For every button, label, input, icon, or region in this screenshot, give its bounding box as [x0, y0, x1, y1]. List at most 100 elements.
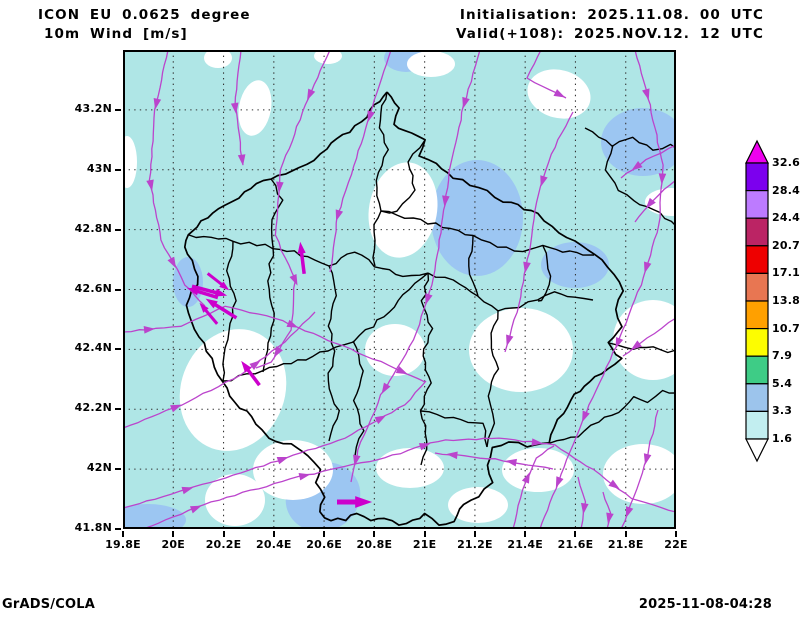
x-axis-label: 20E: [161, 538, 185, 551]
field-title: 10m Wind [m/s]: [44, 26, 188, 42]
streamline-arrowhead: [462, 96, 470, 109]
streamline-19: [123, 305, 426, 383]
x-axis-tick: [574, 531, 577, 537]
x-axis-tick: [323, 531, 326, 537]
y-axis-label: 43N: [86, 161, 112, 175]
streamline-arrowhead: [353, 454, 361, 467]
x-axis-label: 19.8E: [105, 538, 141, 551]
district-border-20: [549, 389, 676, 444]
bold-wind-arrows: [186, 241, 373, 508]
streamline-arrowhead: [214, 288, 228, 297]
colorbar-canvas: [745, 139, 769, 463]
streamline-arrowhead: [189, 505, 202, 514]
shade-below-1.6-blob-8: [368, 162, 438, 258]
streamline-arrowhead: [625, 506, 634, 518]
streamline-arrowhead: [153, 97, 162, 110]
streamline-9: [634, 179, 676, 223]
colorbar-segment-7: [745, 355, 769, 385]
district-border-18: [584, 127, 676, 151]
streamline-5: [526, 50, 567, 99]
streamline-10: [123, 311, 316, 429]
streamline-arrowhead: [580, 502, 589, 515]
shade-below-1.6-blob-3: [407, 51, 455, 77]
streamline-arrowhead: [230, 102, 239, 115]
streamline-arrowhead: [367, 110, 375, 123]
streamline-arrowhead: [606, 512, 614, 525]
streamline-arrowhead: [521, 471, 530, 484]
map-plot-area: [123, 50, 676, 529]
x-axis-label: 20.4E: [255, 538, 292, 551]
shade-below-1.6-blob-11: [376, 448, 444, 488]
colorbar-label: 5.4: [772, 376, 793, 390]
streamline-arrowhead: [276, 181, 284, 193]
x-axis-label: 21.6E: [557, 538, 594, 551]
district-border-21: [608, 342, 676, 354]
map-frame: [123, 50, 676, 529]
streamline-arrowhead: [642, 88, 650, 101]
district-border-0: [188, 234, 330, 267]
district-border-7: [486, 310, 500, 448]
streamline-8: [620, 144, 676, 179]
shade-3.3-5.4-blob-5: [123, 504, 186, 529]
colorbar-segment-9: [745, 410, 769, 440]
y-axis-tick: [115, 108, 121, 111]
shade-below-1.6-blob-0: [238, 80, 272, 136]
shade-below-1.6-blob-1: [204, 50, 232, 68]
district-border-16: [375, 91, 389, 212]
x-axis-label: 21.2E: [457, 538, 493, 551]
district-border-1: [328, 251, 429, 278]
valid-time-label: Valid(+108): 2025.NOV.12. 12 UTC: [456, 26, 764, 42]
colorbar-segment-0: [745, 162, 769, 192]
streamline-arrowhead: [505, 458, 517, 467]
streamline-arrowhead: [531, 438, 543, 446]
streamline-6: [504, 111, 574, 353]
streamline-arrowhead: [442, 195, 450, 207]
colorbar-label: 32.6: [772, 156, 800, 169]
y-axis-tick: [115, 528, 121, 530]
streamline-4: [350, 50, 481, 483]
colorbar-label: 3.3: [772, 404, 793, 418]
streamline-arrowhead: [335, 209, 344, 222]
x-axis-label: 21.4E: [507, 538, 543, 551]
shade-below-1.6-blob-12: [448, 487, 508, 523]
district-border-19: [604, 144, 676, 227]
colorbar-label: 17.1: [772, 266, 800, 280]
colorbar-segment-2: [745, 217, 769, 247]
colorbar-legend: 32.6 28.4 24.4 20.7 17.1 13.8 10.7 7.9 5.4 3.3 1.6: [741, 131, 800, 471]
grads-credit: GrADS/COLA: [2, 597, 95, 612]
y-axis-tick: [115, 228, 121, 231]
colorbar-label: 13.8: [772, 294, 800, 307]
y-axis-label: 43.2N: [74, 101, 112, 115]
streamline-arrowhead: [395, 366, 408, 375]
streamline-arrowhead: [644, 261, 652, 274]
x-axis-label: 21E: [412, 538, 437, 551]
shade-below-1.6-blob-2: [314, 50, 342, 64]
streamline-arrowhead: [286, 319, 299, 328]
x-axis-tick: [222, 531, 225, 537]
streamline-17: [622, 317, 676, 357]
wind-map-canvas: [123, 50, 676, 529]
model-title: ICON EU 0.0625 degree: [38, 7, 251, 23]
district-border-5: [262, 246, 275, 373]
district-border-8: [372, 210, 382, 267]
district-border-6: [419, 272, 434, 466]
streamline-arrowhead: [219, 281, 230, 291]
country-border: [183, 91, 625, 526]
x-axis-label: 20.2E: [205, 538, 242, 551]
streamline-arrowhead: [186, 287, 200, 296]
streamline-arrowhead: [249, 360, 261, 371]
streamline-arrowhead: [297, 241, 306, 254]
x-axis-label: 22E: [664, 538, 688, 551]
district-border-2: [427, 272, 594, 312]
x-axis-tick: [524, 531, 527, 537]
streamline-arrowhead: [237, 154, 246, 166]
streamline-arrowhead: [146, 179, 154, 192]
streamline-arrowhead: [181, 486, 194, 495]
streamline-arrowhead: [506, 334, 514, 347]
streamline-arrowhead: [643, 453, 652, 465]
streamline-arrowhead: [523, 261, 531, 274]
streamline-arrowhead: [615, 336, 624, 349]
district-border-10: [537, 245, 552, 302]
streamline-arrowhead: [381, 382, 391, 394]
streamline-2: [255, 50, 331, 369]
